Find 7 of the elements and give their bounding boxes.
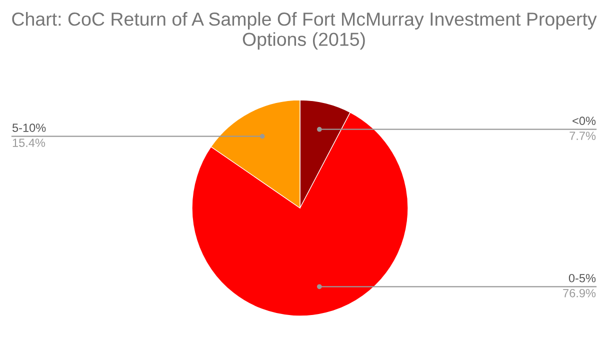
slice-label: 5-10% — [12, 124, 46, 132]
slice-label: <0% — [572, 116, 596, 126]
data-label: 15.4% — [12, 138, 46, 147]
data-label: 76.9% — [563, 288, 596, 298]
data-label: 7.7% — [570, 132, 596, 140]
slice-label: 0-5% — [568, 274, 596, 282]
chart-title: Chart: CoC Return of A Sample Of Fort McMurray Investment Property Options (2015) — [12, 12, 597, 50]
